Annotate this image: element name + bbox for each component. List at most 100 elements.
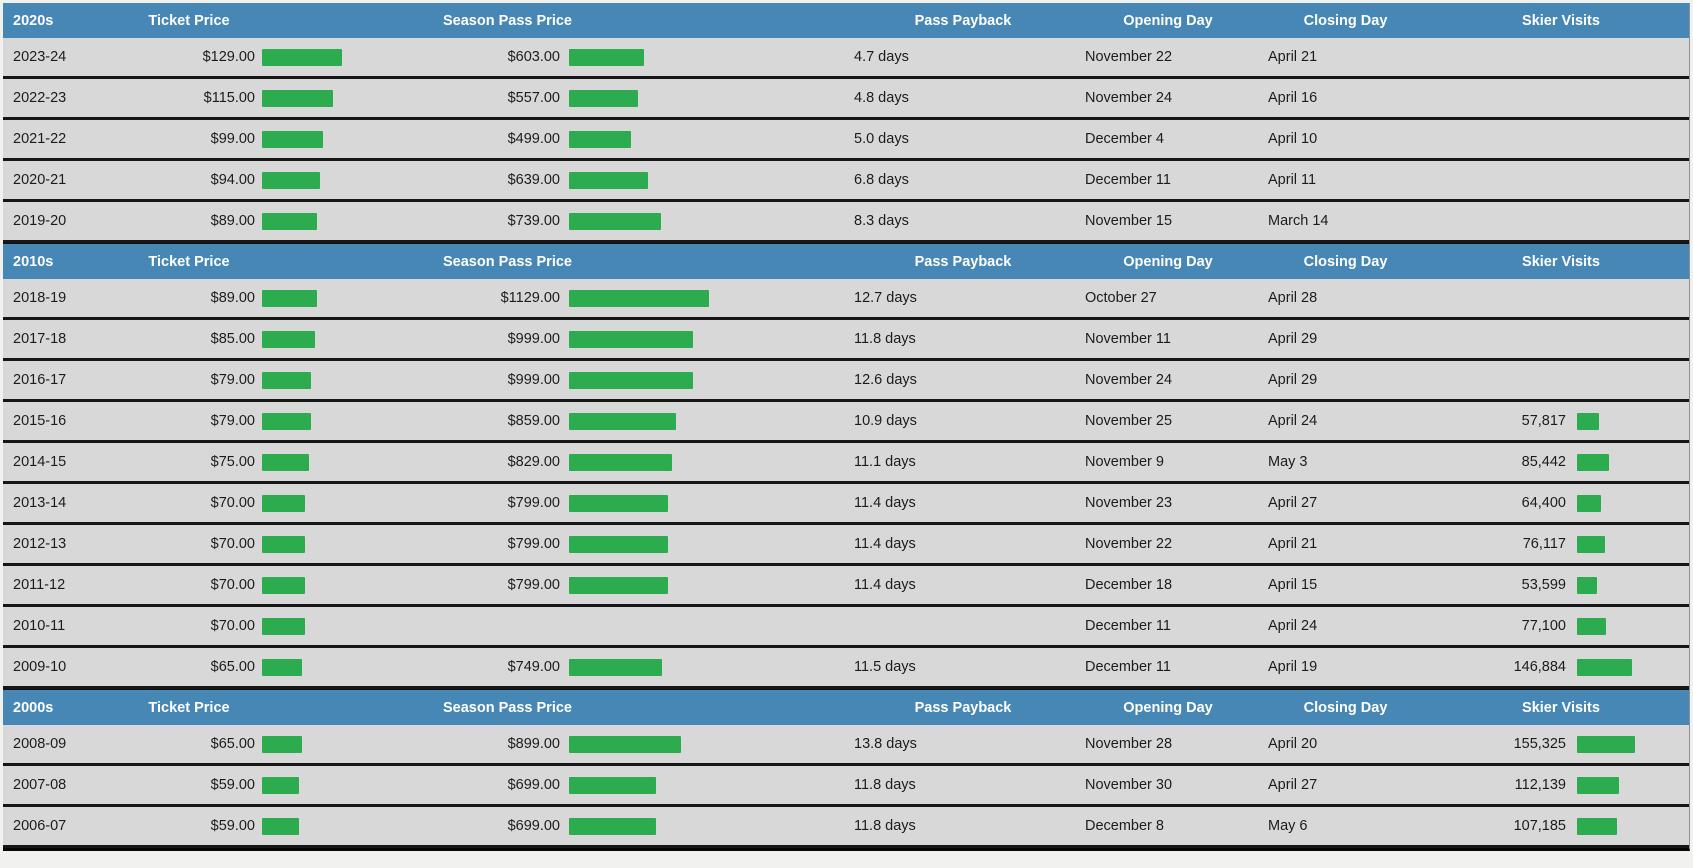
closing-day-value: April 21	[1268, 49, 1318, 65]
season-pass-price-bar	[569, 735, 681, 753]
ticket-price-bar	[262, 535, 306, 553]
season-pass-price-bar	[569, 535, 669, 553]
col-header-opening-day: Opening Day	[1123, 699, 1213, 716]
col-header-pass-payback: Pass Payback	[914, 699, 1012, 716]
ticket-price-value: $65.00	[210, 659, 255, 675]
pass-payback-value: 11.4 days	[854, 577, 916, 593]
closing-day-value: May 6	[1268, 818, 1308, 834]
table-row: 2007-08 $59.00 $699.00 11.8 days Novembe…	[3, 766, 1689, 807]
closing-day-value: April 29	[1268, 331, 1318, 347]
skier-visits-value: 146,884	[1513, 659, 1566, 675]
pass-payback-value: 12.6 days	[854, 372, 917, 388]
season-pass-price-bar-cell	[560, 494, 848, 512]
season-label: 2023-24	[13, 49, 67, 65]
col-header-ticket-price: Ticket Price	[148, 699, 230, 716]
ticket-price-value: $70.00	[210, 577, 255, 593]
table-row: 2021-22 $99.00 $499.00 5.0 days December…	[3, 120, 1689, 161]
ticket-price-bar	[262, 658, 303, 676]
season-pass-price-bar-cell	[560, 330, 848, 348]
col-header-season-pass-price: Season Pass Price	[443, 253, 572, 270]
season-pass-price-bar-cell	[560, 576, 848, 594]
season-label: 2006-07	[13, 818, 67, 834]
skier-visits-bar	[1577, 776, 1619, 794]
season-pass-price-bar	[569, 130, 631, 148]
table-row: 2018-19 $89.00 $1129.00 12.7 days Octobe…	[3, 279, 1689, 320]
season-pass-price-value: $749.00	[507, 659, 560, 675]
skier-visits-bar	[1577, 576, 1597, 594]
col-header-closing-day: Closing Day	[1303, 12, 1388, 29]
season-label: 2015-16	[13, 413, 67, 429]
ticket-price-bar-cell	[255, 171, 443, 189]
ticket-price-bar-cell	[255, 617, 443, 635]
ticket-price-value: $115.00	[203, 90, 255, 106]
opening-day-value: December 18	[1085, 577, 1173, 593]
ticket-price-value: $70.00	[210, 618, 255, 634]
opening-day-value: December 11	[1085, 659, 1171, 675]
season-pass-price-bar-cell	[560, 289, 848, 307]
closing-day-value: March 14	[1268, 213, 1329, 229]
table-row: 2011-12 $70.00 $799.00 11.4 days Decembe…	[3, 566, 1689, 607]
closing-day-value: May 3	[1268, 454, 1308, 470]
ticket-price-bar	[262, 89, 334, 107]
season-label: 2022-23	[13, 90, 67, 106]
skier-visits-value: 77,100	[1521, 618, 1566, 634]
season-pass-price-value: $699.00	[507, 818, 560, 834]
col-header-closing-day: Closing Day	[1303, 699, 1388, 716]
skier-visits-bar-cell	[1566, 412, 1689, 430]
decade-table: 2020s Ticket Price Season Pass Price Pas…	[3, 3, 1690, 851]
skier-visits-value: 64,400	[1521, 495, 1566, 511]
skier-visits-bar-cell	[1566, 535, 1689, 553]
table-row: 2017-18 $85.00 $999.00 11.8 days Novembe…	[3, 320, 1689, 361]
season-label: 2009-10	[13, 659, 67, 675]
skier-visits-bar	[1577, 535, 1606, 553]
col-header-closing-day: Closing Day	[1303, 253, 1388, 270]
ticket-price-bar-cell	[255, 89, 443, 107]
season-pass-price-bar-cell	[560, 412, 848, 430]
ticket-price-bar	[262, 48, 342, 66]
opening-day-value: November 23	[1085, 495, 1173, 511]
pass-payback-value: 4.8 days	[854, 90, 909, 106]
opening-day-value: November 11	[1085, 331, 1171, 347]
skier-visits-bar-cell	[1566, 576, 1689, 594]
skier-visits-bar	[1577, 617, 1606, 635]
ticket-price-value: $59.00	[210, 777, 255, 793]
skier-visits-value: 107,185	[1513, 818, 1566, 834]
pass-payback-value: 4.7 days	[854, 49, 909, 65]
ticket-price-bar-cell	[255, 535, 443, 553]
ticket-price-bar-cell	[255, 212, 443, 230]
col-header-skier-visits: Skier Visits	[1522, 253, 1600, 270]
season-pass-price-value: $799.00	[507, 536, 560, 552]
ticket-price-value: $65.00	[210, 736, 255, 752]
col-header-opening-day: Opening Day	[1123, 12, 1213, 29]
ticket-price-bar	[262, 289, 318, 307]
section-header: 2000s Ticket Price Season Pass Price Pas…	[3, 689, 1689, 725]
section-header: 2010s Ticket Price Season Pass Price Pas…	[3, 243, 1689, 279]
ticket-price-value: $79.00	[210, 372, 255, 388]
season-pass-price-bar	[569, 412, 676, 430]
closing-day-value: April 29	[1268, 372, 1318, 388]
season-label: 2017-18	[13, 331, 67, 347]
ticket-price-bar-cell	[255, 289, 443, 307]
table-row: 2020-21 $94.00 $639.00 6.8 days December…	[3, 161, 1689, 202]
season-pass-price-bar	[569, 494, 669, 512]
ticket-price-value: $129.00	[202, 49, 255, 65]
closing-day-value: April 21	[1268, 536, 1318, 552]
season-label: 2008-09	[13, 736, 67, 752]
season-label: 2013-14	[13, 495, 67, 511]
closing-day-value: April 15	[1268, 577, 1318, 593]
season-pass-price-bar	[569, 453, 672, 471]
skier-visits-bar	[1577, 658, 1632, 676]
col-header-pass-payback: Pass Payback	[914, 253, 1012, 270]
ticket-price-bar	[262, 617, 306, 635]
season-label: 2020-21	[13, 172, 67, 188]
season-pass-price-bar-cell	[560, 776, 848, 794]
skier-visits-bar-cell	[1566, 735, 1689, 753]
opening-day-value: November 22	[1085, 49, 1173, 65]
closing-day-value: April 27	[1268, 495, 1318, 511]
table-row: 2014-15 $75.00 $829.00 11.1 days Novembe…	[3, 443, 1689, 484]
season-pass-price-bar-cell	[560, 171, 848, 189]
season-pass-price-bar	[569, 658, 662, 676]
ticket-price-value: $75.00	[210, 454, 255, 470]
ticket-price-bar-cell	[255, 576, 443, 594]
pass-payback-value: 11.8 days	[854, 818, 916, 834]
